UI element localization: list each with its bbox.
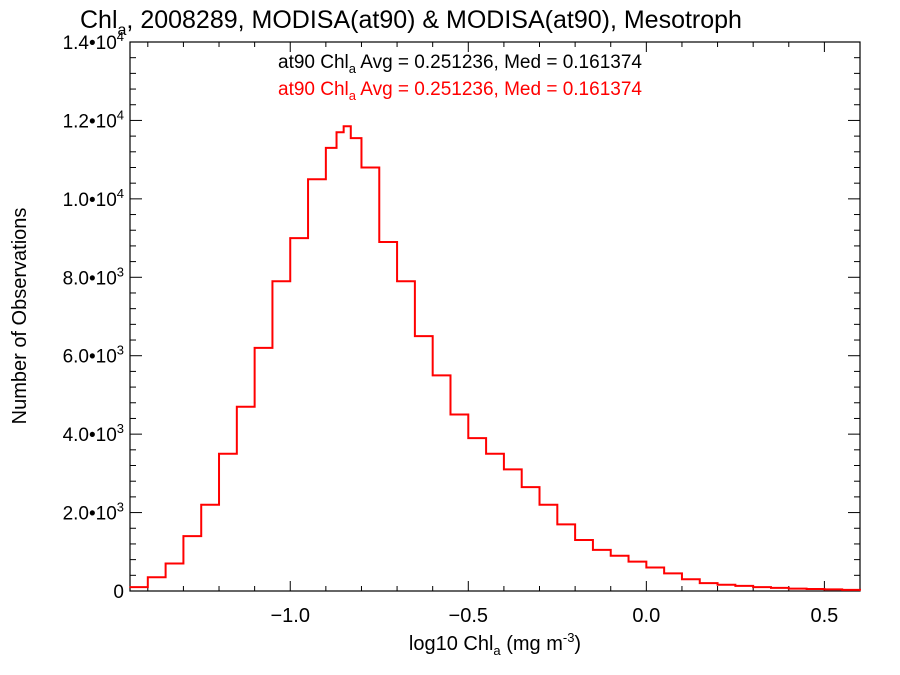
histogram-point — [592, 549, 594, 551]
histogram-point — [342, 125, 345, 128]
histogram-point — [467, 437, 470, 439]
x-axis-ticks: −1.0 −0.5 0.0 0.5 — [147, 42, 861, 627]
histogram-point — [787, 587, 790, 590]
x-tick-label: 0.5 — [810, 605, 838, 627]
stats-annotation-black: at90 Chla Avg = 0.251236, Med = 0.161374 — [278, 52, 642, 76]
histogram-point — [325, 147, 327, 149]
histogram-point — [307, 178, 309, 181]
y-tick-label: 1.0•104 — [63, 186, 124, 211]
stats-annotation-red: at90 Chla Avg = 0.251236, Med = 0.161374 — [278, 79, 642, 103]
histogram-point — [218, 452, 220, 455]
y-tick-label: 8.0•103 — [63, 264, 124, 289]
histogram-point — [253, 347, 256, 349]
histogram-point — [164, 562, 167, 565]
x-axis-label: log10 Chla (mg m-3) — [409, 630, 581, 658]
y-tick-label: 2.0•103 — [63, 500, 124, 525]
y-tick-label: 1.2•104 — [63, 107, 124, 132]
histogram-point — [823, 588, 826, 591]
histogram-point — [698, 582, 701, 584]
histogram-point — [805, 588, 808, 590]
y-axis-label: Number of Observations — [9, 208, 31, 425]
histogram-point — [627, 560, 630, 563]
histogram-point — [645, 566, 648, 569]
x-tick-label: −0.5 — [449, 605, 488, 627]
chart-title: Chla, 2008289, MODISA(at90) & MODISA(at9… — [80, 6, 742, 39]
histogram-point — [681, 578, 683, 581]
histogram-point — [182, 535, 185, 537]
histogram-point — [556, 523, 559, 526]
histogram-line — [130, 125, 861, 591]
y-tick-label: 0 — [113, 582, 124, 603]
histogram-point — [770, 587, 772, 589]
series-layer — [129, 125, 861, 592]
histogram-point — [520, 486, 523, 488]
histogram-point — [859, 589, 861, 592]
histogram-point — [538, 503, 541, 506]
x-tick-label: −1.0 — [271, 605, 310, 627]
histogram-point — [752, 586, 754, 588]
histogram-point — [236, 405, 238, 408]
plot-frame — [129, 41, 861, 592]
histogram-point — [289, 237, 292, 239]
histogram-point — [271, 280, 274, 283]
histogram-point — [734, 585, 737, 587]
histogram-point — [378, 241, 381, 243]
histogram-point — [431, 374, 434, 377]
histogram-point — [360, 166, 363, 169]
histogram-point — [503, 468, 505, 471]
histogram-point — [716, 583, 719, 586]
histogram-point — [449, 413, 452, 416]
histogram-point — [609, 554, 612, 557]
histogram-point — [147, 576, 149, 579]
histogram-point — [335, 131, 338, 133]
histogram-point — [414, 335, 416, 337]
histogram-point — [574, 539, 576, 541]
histogram-point — [485, 452, 487, 455]
y-tick-label: 4.0•103 — [63, 421, 124, 446]
histogram-point — [349, 137, 352, 139]
histogram-point — [663, 572, 665, 575]
histogram-point — [841, 589, 843, 591]
histogram-point — [396, 280, 398, 283]
histogram-point — [200, 503, 203, 506]
x-tick-label: 0.0 — [632, 605, 660, 627]
y-tick-label: 6.0•103 — [63, 343, 124, 368]
y-tick-label: 1.4•104 — [63, 29, 124, 54]
y-axis-ticks: 0 2.0•103 4.0•103 6.0•103 8.0•103 1.0•104 1.2•… — [63, 29, 860, 603]
histogram-point — [129, 586, 131, 588]
